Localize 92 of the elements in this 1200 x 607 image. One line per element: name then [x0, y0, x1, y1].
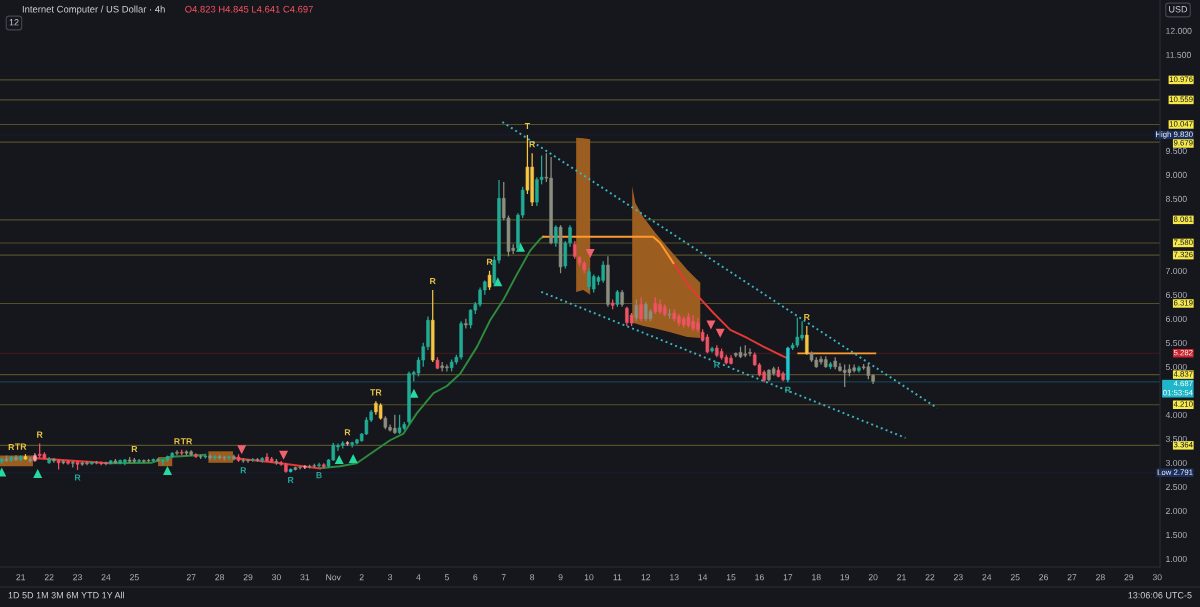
y-tick-label: 4.000	[1165, 411, 1187, 419]
x-tick-label: 20	[868, 574, 878, 581]
x-tick-label: 17	[783, 574, 793, 581]
text: 1D 5D 1M 3M 6M YTD 1Y All	[8, 591, 124, 599]
y-tick-label: 5.000	[1165, 363, 1187, 370]
annotation: R	[714, 361, 720, 368]
x-tick-label: 23	[953, 574, 963, 581]
candlestick	[317, 462, 321, 469]
annotation: R	[430, 277, 436, 284]
text: 13:06:06 UTC-5	[1128, 592, 1192, 599]
x-tick-label: 14	[698, 574, 708, 581]
annotation: R	[288, 476, 294, 483]
candlestick	[805, 325, 809, 356]
x-tick-label: 18	[812, 574, 821, 581]
annotation: T	[524, 122, 530, 129]
x-tick-label: 30	[1152, 574, 1162, 581]
y-tick-label: 6.500	[1165, 291, 1187, 298]
annotation: R	[486, 258, 493, 265]
annotation: R	[344, 429, 351, 436]
x-tick-label: 7	[501, 574, 506, 581]
annotation: R	[785, 386, 791, 393]
candlestick	[464, 318, 468, 330]
x-tick-label: 26	[1039, 574, 1048, 581]
candlestick	[175, 449, 179, 457]
x-tick-label: 12	[641, 574, 651, 581]
x-tick-label: 6	[473, 574, 478, 581]
annotation: R	[37, 431, 43, 438]
x-tick-label: 4	[416, 574, 421, 581]
annotation: R	[174, 438, 180, 445]
y-tick-label: 3.000	[1165, 459, 1187, 467]
y-tick-label: 11.500	[1166, 51, 1191, 58]
x-tick-label: 22	[925, 574, 935, 581]
text: USD	[1169, 6, 1188, 13]
x-tick-label: 27	[1067, 574, 1077, 581]
y-tick-label: 12.000	[1166, 27, 1192, 34]
annotation: TR	[180, 438, 193, 445]
x-tick-label: 28	[215, 574, 225, 581]
chart-subtitle: O4.823 H4.845 L4.641 C4.697	[185, 5, 313, 13]
x-tick-label: 8	[530, 574, 535, 581]
x-tick-label: 28	[1096, 574, 1105, 581]
annotation: R	[529, 141, 536, 148]
y-tick-label: 9.500	[1165, 147, 1187, 154]
x-tick-label: 2	[359, 574, 364, 581]
y-tick-label: 9.000	[1165, 171, 1187, 178]
x-tick-label: 21	[16, 574, 26, 581]
y-tick-label: 7.000	[1166, 267, 1187, 274]
candlestick	[397, 414, 402, 435]
x-tick-label: 13	[670, 574, 679, 581]
candlestick	[639, 296, 643, 322]
annotation: R	[74, 474, 81, 481]
annotation: TR	[370, 389, 382, 396]
x-tick-label: 15	[726, 574, 736, 581]
x-tick-label: 24	[101, 574, 111, 581]
candlestick	[487, 270, 492, 291]
x-tick-label: 22	[44, 574, 54, 581]
x-tick-label: 29	[243, 574, 253, 581]
x-tick-label: 16	[755, 574, 764, 581]
annotation: R	[8, 444, 15, 451]
annotation: B	[316, 472, 322, 479]
annotation: R	[240, 467, 247, 474]
y-tick-label: 2.000	[1165, 507, 1187, 515]
x-tick-label: 29	[1124, 574, 1134, 581]
x-tick-label: 11	[613, 574, 622, 581]
x-tick-label: 9	[558, 574, 563, 581]
x-tick-label: 25	[130, 574, 139, 581]
x-tick-label: 19	[840, 574, 850, 581]
annotation: 12	[9, 19, 19, 26]
y-tick-label: 1.000	[1166, 555, 1187, 563]
x-tick-label: 27	[186, 574, 196, 581]
x-tick-label: 5	[444, 574, 449, 581]
y-tick-label: 6.000	[1165, 315, 1187, 322]
y-tick-label: 2.500	[1165, 483, 1187, 491]
text: Internet Computer / US Dollar · 4h	[22, 5, 165, 15]
candlestick	[634, 298, 639, 322]
annotation: R	[804, 313, 810, 321]
annotation: TR	[14, 443, 27, 450]
x-tick-label: 25	[1010, 574, 1020, 581]
y-tick-label: 3.500	[1165, 435, 1187, 443]
x-tick-label: 10	[584, 574, 594, 581]
x-tick-label: 31	[300, 574, 310, 581]
y-tick-label: 1.500	[1166, 531, 1187, 539]
candlestick	[468, 308, 473, 330]
x-tick-label: 3	[388, 574, 393, 581]
annotation: R	[131, 446, 138, 453]
x-tick-label: Nov	[326, 574, 341, 581]
y-tick-label: 8.500	[1165, 195, 1187, 202]
x-tick-label: 24	[982, 574, 992, 581]
x-tick-label: 23	[73, 574, 82, 581]
x-tick-label: 21	[897, 574, 906, 581]
candlestick	[554, 224, 558, 248]
y-tick-label: 5.500	[1165, 339, 1187, 346]
x-tick-label: 30	[271, 574, 281, 581]
